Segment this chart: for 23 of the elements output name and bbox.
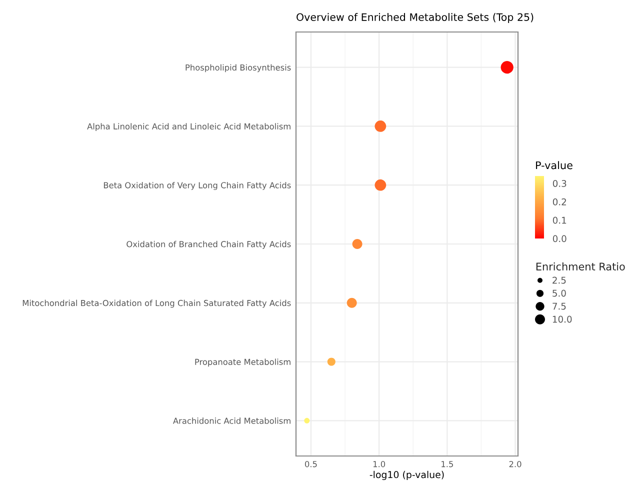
x-axis-title: -log10 (p-value): [370, 470, 444, 480]
y-tick-label: Mitochondrial Beta-Oxidation of Long Chain Saturated Fatty Acids: [22, 300, 291, 308]
color-bar-title: P-value: [536, 161, 572, 170]
x-tick-label: 1.5: [442, 461, 453, 468]
legend-label: 7.5: [552, 302, 566, 310]
color-bar-label: 0.1: [552, 216, 566, 224]
legend-title: Enrichment Ratio: [536, 262, 625, 270]
color-bar-label: 0.0: [552, 235, 566, 242]
y-tick-label: Phospholipid Biosynthesis: [186, 64, 291, 72]
x-tick-label: 2.0: [509, 461, 522, 468]
color-bar-label: 0.3: [552, 180, 566, 187]
y-tick-label: Alpha Linolenic Acid and Linoleic Acid Metabolism: [87, 123, 290, 132]
y-tick-label: Propanoate Metabolism: [195, 358, 290, 367]
y-tick-label: Oxidation of Branched Chain Fatty Acids: [126, 240, 291, 249]
x-tick-label: 1.0: [373, 461, 386, 468]
color-bar-label: 0.2: [552, 198, 566, 206]
y-tick-label: Beta Oxidation of Very Long Chain Fatty Acids: [104, 182, 291, 190]
legend-label: 2.5: [552, 276, 566, 284]
y-tick-label: Arachidonic Acid Metabolism: [173, 418, 290, 424]
x-tick-label: 0.5: [305, 461, 317, 468]
legend-label: 10.0: [552, 316, 572, 323]
chart-title: Overview of Enriched Metabolite Sets (Top 25): [296, 13, 534, 23]
legend-label: 5.0: [552, 290, 566, 297]
